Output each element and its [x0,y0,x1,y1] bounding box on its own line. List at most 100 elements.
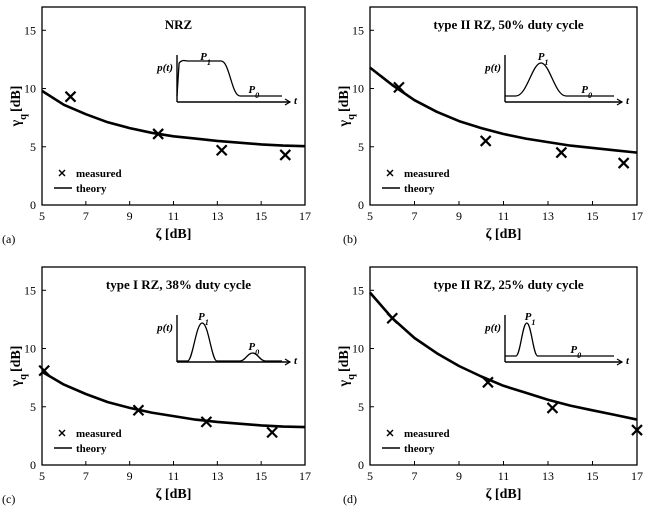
y-tick-label: 10 [352,342,364,356]
measured-point [64,90,77,103]
y-tick-label: 0 [30,198,36,212]
legend-marker-measured [386,429,394,437]
inset-arrow [284,98,292,106]
measured-point [631,424,643,436]
inset-p-label: p(t) [484,62,501,74]
y-tick-label: 0 [358,458,364,472]
inset-p-label: p(t) [156,62,173,74]
x-axis-label: ζ [dB] [156,227,192,242]
measured-point [215,144,228,157]
y-tick-label: 15 [352,283,364,297]
inset-t-label: t [626,355,630,367]
legend: measured theory [382,428,450,455]
x-tick-label: 11 [498,469,510,483]
measured-point [279,149,292,161]
y-tick-label: 0 [30,458,36,472]
y-axis-label: γq[dB] [337,86,357,128]
legend: measured theory [382,168,450,195]
x-tick-label: 17 [631,209,643,223]
measured-point [386,312,399,325]
inset-arrow [284,358,292,366]
y-tick-label: 10 [352,82,364,96]
pulse-inset: p(t) t P1 P0 [156,311,298,367]
panel-label: (d) [343,492,357,506]
theory-line [369,66,638,154]
legend-marker-measured [58,169,66,177]
legend-marker-measured [386,169,394,177]
inset-t-label: t [294,355,298,367]
x-tick-label: 17 [299,469,311,483]
x-tick-label: 15 [255,209,267,223]
legend-label-theory: theory [404,443,435,455]
x-tick-label: 5 [367,469,373,483]
x-tick-label: 13 [211,469,223,483]
legend-label-theory: theory [76,183,107,195]
pulse-inset: p(t) t P1 P0 [484,311,630,367]
x-tick-label: 9 [456,469,462,483]
measured-point [482,376,494,389]
inset-pulse [176,59,282,97]
x-tick-label: 11 [498,209,510,223]
inset-p1-label: P1 [200,51,211,67]
y-axis-label: γq[dB] [9,86,29,128]
theory-line [369,291,638,421]
x-tick-label: 5 [39,209,45,223]
x-tick-label: 13 [542,469,554,483]
y-tick-label: 15 [24,23,36,37]
x-tick-label: 9 [456,209,462,223]
legend-label-measured: measured [76,168,122,180]
pulse-inset: p(t) t P1 P0 [156,51,298,107]
panel-label: (b) [343,232,357,246]
chart-title: NRZ [165,17,193,32]
inset-t-label: t [294,95,298,107]
panel-label: (a) [2,232,15,246]
y-axis-label: γq[dB] [9,346,29,388]
inset-p1-label: P1 [198,311,209,327]
pulse-inset: p(t) t P1 P0 [484,51,630,107]
measured-point [152,128,164,140]
y-tick-label: 5 [30,400,36,414]
x-tick-label: 9 [127,469,133,483]
y-tick-label: 10 [24,342,36,356]
inset-pulse [177,322,282,362]
chart-title: type I RZ, 38% duty cycle [106,277,251,292]
inset-p0-label: P0 [248,84,259,100]
x-tick-label: 15 [587,469,599,483]
x-tick-label: 5 [39,469,45,483]
legend: measured theory [54,168,122,195]
inset-p-label: p(t) [156,322,173,334]
x-axis-label: ζ [dB] [486,227,522,242]
y-tick-label: 0 [358,198,364,212]
y-tick-label: 15 [352,23,364,37]
measured-point [132,404,145,417]
theory-line [41,89,306,148]
x-tick-label: 9 [127,209,133,223]
x-tick-label: 15 [255,469,267,483]
x-tick-label: 13 [211,209,223,223]
legend-label-theory: theory [76,443,107,455]
x-axis-label: ζ [dB] [486,487,522,502]
x-tick-label: 17 [631,469,643,483]
inset-p0-label: P0 [570,344,581,360]
chart-title: type II RZ, 25% duty cycle [433,277,583,292]
inset-t-label: t [626,95,630,107]
legend-label-theory: theory [404,183,435,195]
inset-arrow [616,98,624,106]
x-tick-label: 7 [83,209,89,223]
measured-point [393,81,405,94]
x-tick-label: 15 [587,209,599,223]
legend-label-measured: measured [404,168,450,180]
measured-point [479,135,492,147]
x-tick-label: 17 [299,209,311,223]
inset-p0-label: P0 [248,341,259,357]
legend-marker-measured [58,429,66,437]
y-axis-label: γq[dB] [337,346,357,388]
measured-point [546,402,559,414]
measured-point [555,146,568,159]
panel-label: (c) [2,492,15,506]
y-tick-label: 5 [358,140,364,154]
inset-p0-label: P0 [581,84,592,100]
